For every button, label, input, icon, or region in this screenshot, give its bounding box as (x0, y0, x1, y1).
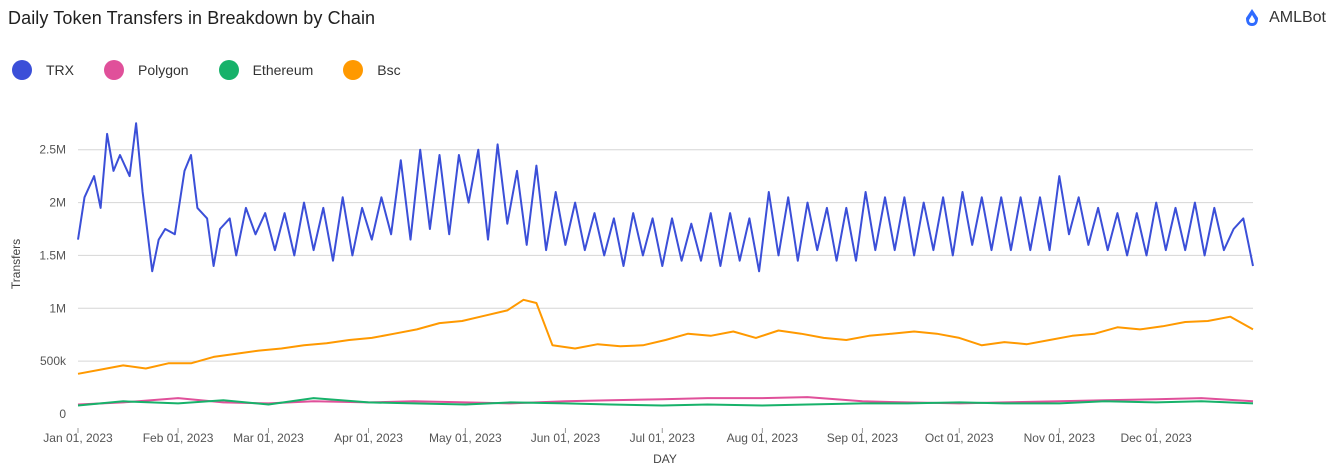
series-layer (77, 122, 1254, 407)
y-tick-label: 2M (49, 196, 66, 210)
x-axis-title: DAY (653, 452, 677, 466)
series-line-trx[interactable] (77, 122, 1254, 273)
legend-label-polygon: Polygon (138, 62, 189, 78)
amlbot-logo-icon (1245, 9, 1259, 27)
x-tick-label: Jan 01, 2023 (43, 431, 113, 445)
brand-name: AMLBot (1269, 9, 1326, 26)
chart-legend: TRX Polygon Ethereum Bsc (12, 60, 431, 80)
legend-item-polygon[interactable]: Polygon (104, 60, 189, 80)
y-axis-title: Transfers (9, 239, 23, 289)
x-tick-label: Dec 01, 2023 (1120, 431, 1192, 445)
chart-title: Daily Token Transfers in Breakdown by Ch… (8, 8, 376, 28)
legend-swatch-polygon (104, 60, 124, 80)
series-line-bsc[interactable] (77, 298, 1254, 375)
x-tick-label: Sep 01, 2023 (827, 431, 899, 445)
legend-swatch-ethereum (218, 60, 239, 80)
grid-layer (78, 149, 1253, 362)
y-tick-label: 500k (40, 354, 67, 368)
legend-label-bsc: Bsc (377, 62, 401, 78)
legend-item-ethereum[interactable]: Ethereum (218, 60, 314, 80)
legend-item-trx[interactable]: TRX (12, 60, 74, 80)
y-tick-label: 0 (59, 407, 66, 421)
x-tick-label: Mar 01, 2023 (233, 431, 304, 445)
brand[interactable]: AMLBot (1245, 9, 1326, 27)
legend-label-ethereum: Ethereum (252, 62, 314, 78)
x-tick-label: Jun 01, 2023 (531, 431, 601, 445)
x-tick-label: Jul 01, 2023 (630, 431, 696, 445)
x-tick-label: Nov 01, 2023 (1024, 431, 1096, 445)
x-tick-label: Apr 01, 2023 (334, 431, 403, 445)
y-tick-label: 1M (49, 301, 66, 315)
legend-item-bsc[interactable]: Bsc (343, 60, 401, 80)
series-line-polygon[interactable] (77, 396, 1254, 406)
y-axis: 0 500k 1M 1.5M 2M 2.5M (39, 143, 67, 421)
legend-swatch-trx (12, 60, 32, 80)
x-tick-label: Oct 01, 2023 (925, 431, 994, 445)
x-tick-label: Feb 01, 2023 (143, 431, 214, 445)
x-tick-label: Aug 01, 2023 (727, 431, 799, 445)
x-tick-label: May 01, 2023 (429, 431, 502, 445)
series-line-ethereum[interactable] (77, 397, 1254, 407)
legend-label-trx: TRX (46, 62, 74, 78)
x-axis: Jan 01, 2023 Feb 01, 2023 Mar 01, 2023 Apr … (43, 428, 1192, 445)
y-tick-label: 1.5M (39, 248, 66, 262)
y-tick-label: 2.5M (39, 143, 66, 157)
legend-swatch-bsc (343, 60, 364, 80)
